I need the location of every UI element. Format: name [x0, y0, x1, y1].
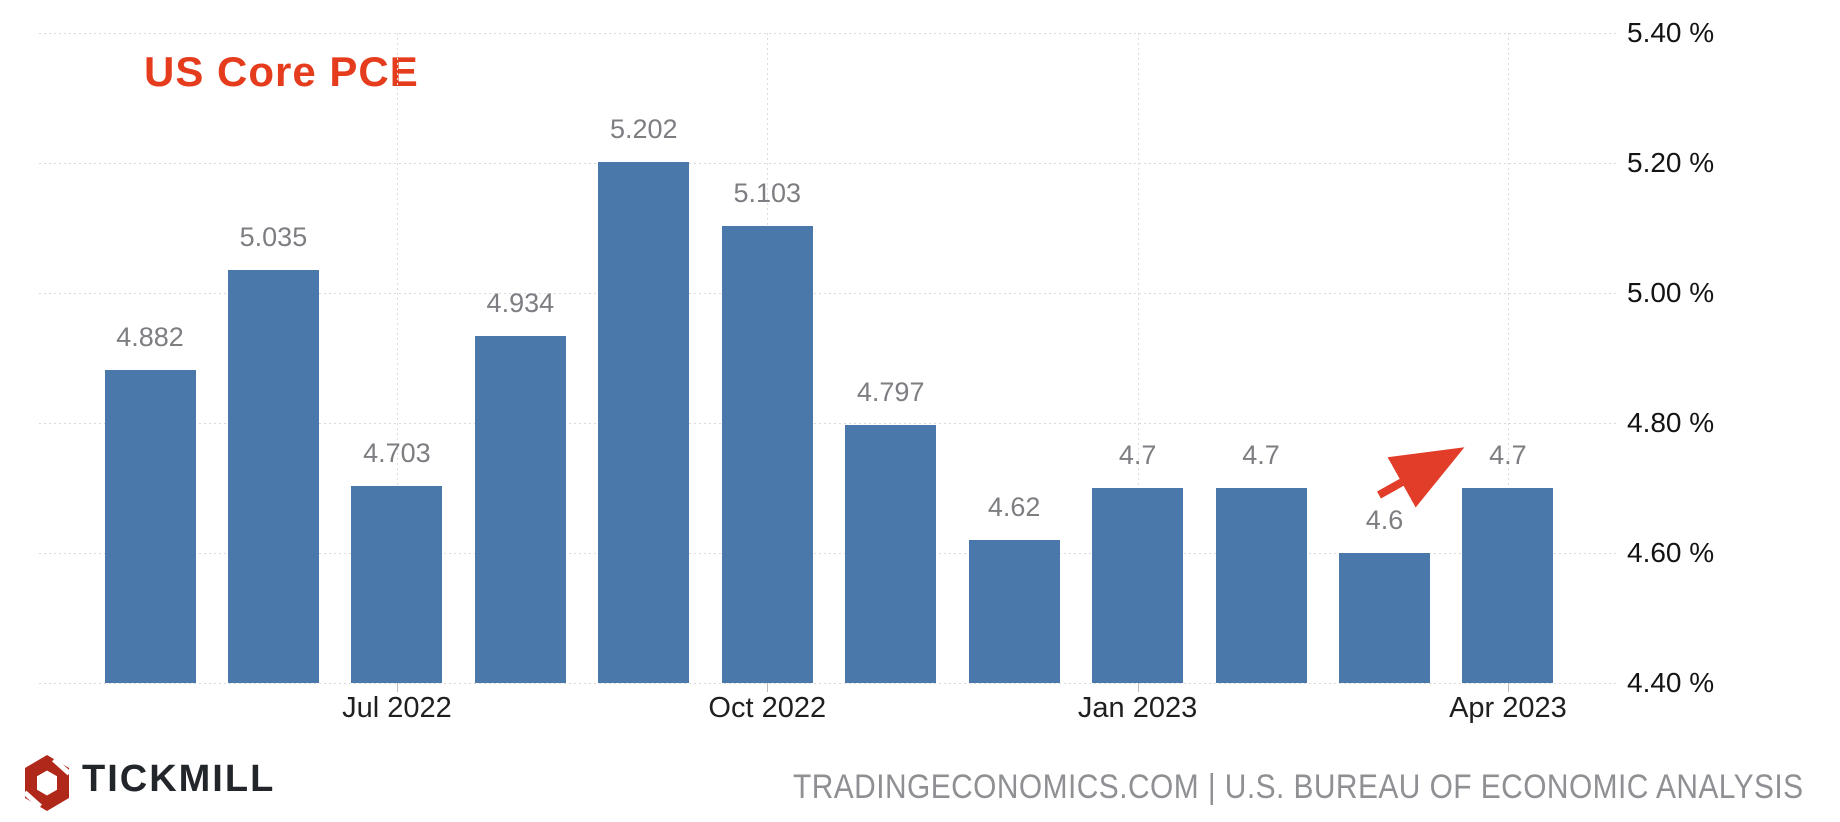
- y-axis-label: 5.20 %: [1627, 147, 1715, 178]
- y-axis-label: 4.80 %: [1627, 407, 1715, 438]
- y-axis-label: 5.40 %: [1627, 17, 1715, 48]
- bar-value-label: 5.035: [239, 222, 308, 253]
- bar: [227, 270, 319, 683]
- h-gridline: [39, 683, 1617, 684]
- x-tick-mark: [1507, 683, 1509, 692]
- x-axis-label: Oct 2022: [708, 692, 827, 724]
- bar-value-label: 4.797: [856, 376, 925, 407]
- h-gridline: [39, 293, 1617, 294]
- x-axis-label: Jul 2022: [342, 692, 452, 724]
- bar: [1339, 553, 1430, 683]
- bar-value-label: 4.6: [1365, 505, 1404, 535]
- bar-value-label: 4.7: [1489, 440, 1527, 470]
- y-axis-label: 4.40 %: [1627, 667, 1715, 698]
- bar-value-label: 4.7: [1118, 440, 1157, 470]
- chart-title: US Core PCE: [144, 48, 419, 95]
- y-axis-label: 5.00 %: [1627, 277, 1715, 308]
- bar: [474, 335, 566, 683]
- h-gridline: [39, 33, 1617, 34]
- x-tick-mark: [767, 683, 769, 692]
- x-axis-label: Apr 2023: [1449, 692, 1567, 724]
- source-attribution: TRADINGECONOMICS.COM | U.S. BUREAU OF EC…: [793, 768, 1804, 806]
- bar: [968, 540, 1060, 683]
- x-tick-mark: [396, 683, 398, 692]
- tickmill-logo: TICKMILL: [22, 751, 722, 815]
- x-tick-mark: [1137, 683, 1139, 692]
- v-gridline: [1137, 33, 1139, 683]
- y-axis-label: 4.60 %: [1627, 537, 1715, 568]
- bar: [351, 486, 443, 683]
- bar: [598, 161, 690, 683]
- bar: [845, 424, 937, 683]
- bar: [721, 226, 813, 683]
- x-axis-label: Jan 2023: [1077, 692, 1198, 724]
- bar-value-label: 4.882: [116, 321, 184, 352]
- h-gridline: [39, 553, 1617, 554]
- v-gridline: [1507, 33, 1509, 683]
- bar: [1215, 488, 1307, 683]
- bar-value-label: 4.7: [1242, 440, 1280, 470]
- tickmill-logo-icon: [23, 755, 71, 811]
- tickmill-logo-text: TICKMILL: [82, 758, 276, 800]
- h-gridline: [39, 423, 1617, 424]
- bar-value-label: 5.103: [733, 178, 802, 209]
- v-gridline: [396, 33, 398, 683]
- bar: [104, 369, 196, 683]
- bar-value-label: 4.703: [363, 438, 431, 469]
- bar-value-label: 4.62: [987, 492, 1041, 522]
- bar: [1092, 488, 1184, 683]
- bar-value-label: 5.202: [610, 113, 678, 144]
- h-gridline: [39, 163, 1617, 164]
- bar: [1462, 488, 1554, 683]
- bar-value-label: 4.934: [486, 287, 555, 318]
